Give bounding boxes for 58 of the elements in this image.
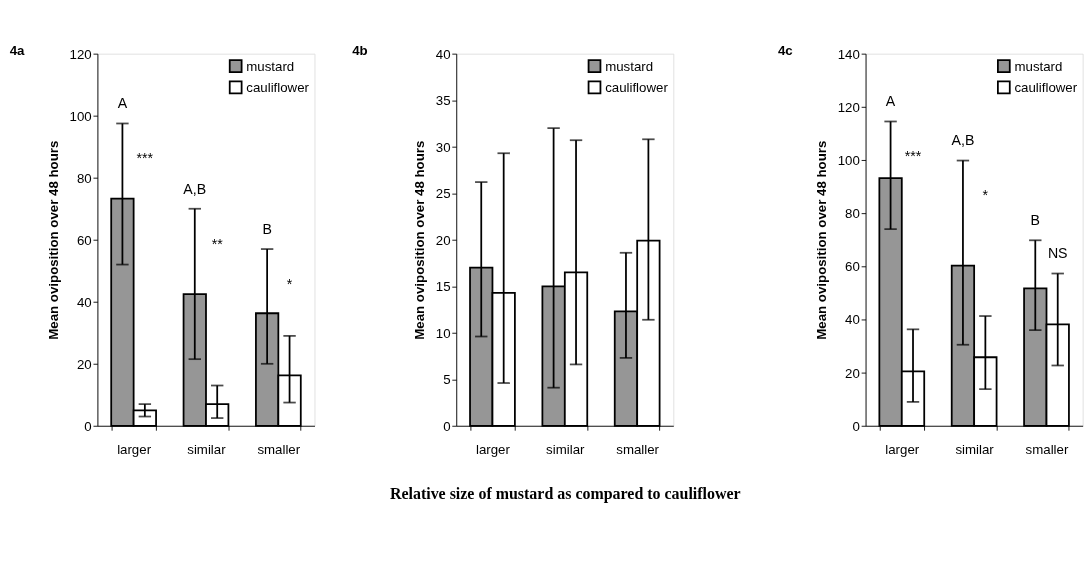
annotation: ** [211, 235, 224, 252]
y-tick-label: 0 [443, 418, 451, 434]
legend-label: cauliflower [1014, 79, 1078, 95]
x-tick-label: larger [885, 441, 920, 457]
y-tick-label: 120 [837, 99, 860, 115]
annotation: B [1030, 212, 1041, 229]
y-tick-label: 80 [845, 206, 860, 222]
y-tick-label: 30 [435, 139, 451, 155]
y-tick-label: 120 [69, 46, 92, 62]
y-tick-label: 20 [435, 232, 451, 248]
y-tick-label: 25 [435, 186, 451, 202]
annotation: *** [136, 150, 154, 167]
y-tick-label: 80 [76, 170, 92, 186]
y-axis-title: Mean oviposition over 48 hours [814, 140, 830, 340]
y-axis-title: Mean oviposition over 48 hours [412, 140, 428, 340]
legend-label: mustard [605, 58, 654, 74]
chart-title: 4a [9, 43, 26, 59]
x-tick-label: larger [475, 441, 511, 457]
y-tick-label: 15 [435, 279, 451, 295]
y-tick-label: 60 [76, 232, 92, 248]
annotation: A,B [951, 132, 975, 149]
y-tick-label: 0 [852, 418, 860, 434]
legend-label: mustard [246, 58, 295, 74]
y-tick-label: 100 [837, 152, 860, 168]
y-tick-label: 5 [443, 372, 451, 388]
x-tick-label: similar [955, 441, 995, 457]
annotation: NS [1047, 245, 1068, 262]
x-axis-title: Relative size of mustard as compared to cauliflower [389, 484, 741, 503]
y-tick-label: 100 [69, 108, 92, 124]
y-tick-label: 40 [435, 46, 451, 62]
chart-title: 4b [352, 43, 368, 59]
annotation: B [262, 221, 272, 237]
annotation: * [982, 187, 989, 204]
chart-title: 4c [777, 43, 793, 59]
y-tick-label: 60 [845, 259, 860, 275]
annotation: A,B [183, 180, 207, 197]
y-tick-label: 140 [837, 46, 860, 62]
y-tick-label: 20 [845, 365, 860, 381]
annotation: *** [904, 148, 922, 165]
annotation: * [286, 275, 293, 292]
x-tick-label: larger [117, 441, 152, 457]
y-tick-label: 10 [435, 325, 451, 341]
annotation: A [885, 93, 896, 110]
y-tick-label: 20 [76, 356, 92, 372]
y-tick-label: 40 [76, 294, 92, 310]
x-tick-label: smaller [1025, 441, 1069, 457]
legend-label: mustard [1014, 58, 1063, 74]
x-tick-label: similar [546, 441, 585, 457]
y-tick-label: 0 [84, 418, 92, 434]
legend-label: cauliflower [605, 79, 669, 95]
x-tick-label: similar [187, 441, 227, 457]
x-tick-label: smaller [616, 441, 660, 457]
y-tick-label: 40 [845, 312, 860, 328]
x-tick-label: smaller [257, 441, 301, 457]
legend-label: cauliflower [246, 79, 310, 95]
y-axis-title: Mean oviposition over 48 hours [46, 140, 62, 340]
y-tick-label: 35 [435, 93, 451, 109]
annotation: A [117, 95, 128, 112]
